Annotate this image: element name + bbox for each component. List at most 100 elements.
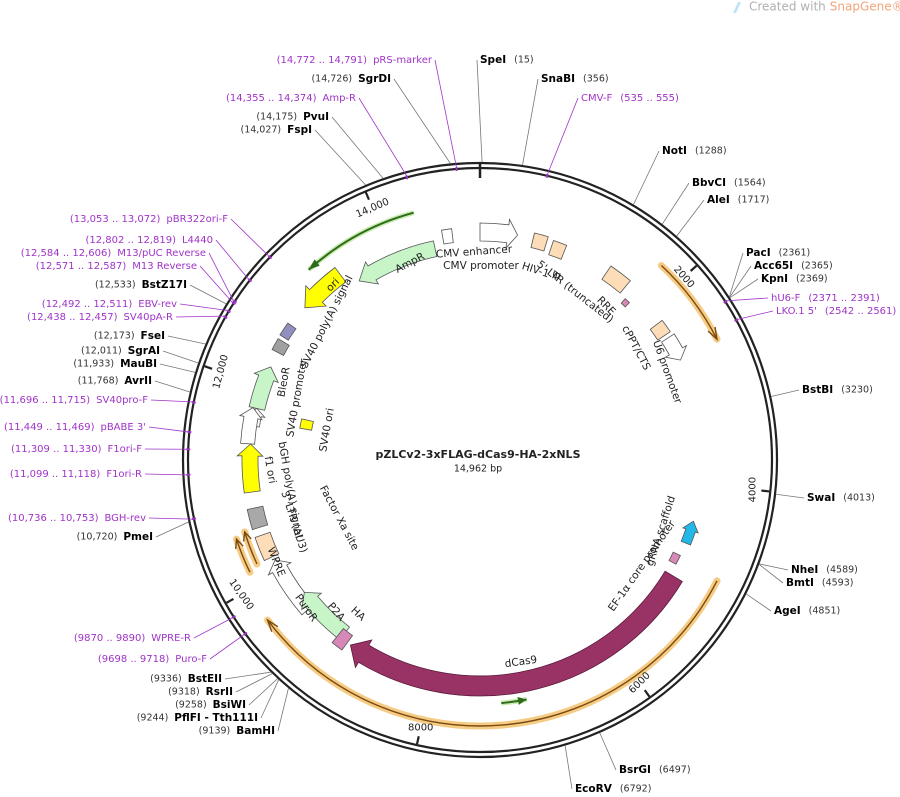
primer-name: Puro-F	[175, 654, 207, 665]
feature-arrow	[661, 333, 688, 361]
site-name: PacI	[746, 247, 771, 259]
leader-line	[729, 265, 752, 298]
primer-range: (9870 .. 9890)	[74, 633, 146, 644]
feature-label: f1 ori	[262, 455, 279, 484]
site-name: SwaI	[807, 492, 835, 504]
feature-box	[601, 265, 631, 294]
site-position: (12,533)	[95, 280, 136, 291]
primer-mark	[191, 517, 197, 521]
leader-line	[759, 563, 789, 571]
orf-line	[267, 580, 718, 727]
primer-mark	[545, 173, 549, 179]
feature-box	[331, 628, 354, 651]
primer-mark	[232, 299, 238, 304]
leader-line	[729, 278, 759, 299]
ruler-tick	[689, 264, 698, 272]
site-name: NotI	[662, 145, 687, 157]
feature-box	[299, 418, 314, 431]
feature-box	[441, 228, 454, 245]
feature-label: HA	[348, 604, 368, 624]
site-name: FspI	[287, 124, 312, 136]
leader-line	[564, 745, 573, 790]
site-position: (12,011)	[81, 346, 122, 357]
orf-line	[660, 264, 718, 340]
feature-box	[620, 298, 630, 308]
primer-name: M13/pUC Reverse	[117, 248, 206, 259]
site-name: MauBI	[120, 358, 157, 370]
logo-icon	[733, 2, 741, 13]
ruler-tick	[415, 736, 420, 745]
leader-line	[189, 284, 227, 305]
site-name: SgrDI	[358, 73, 391, 85]
feature-label: cPPT/CTS	[619, 324, 653, 373]
ruler-label: 4000	[747, 477, 758, 502]
site-position: (3230)	[841, 385, 873, 396]
site-position: (4589)	[826, 565, 858, 576]
leader-line	[771, 389, 800, 397]
primer-range: (11,449 .. 11,469)	[4, 422, 95, 433]
map-title: pZLCv2-3xFLAG-dCas9-HA-2xNLS	[375, 448, 580, 461]
feature-arrow	[680, 520, 699, 546]
site-name: PmeI	[123, 531, 153, 543]
ruler-tick	[643, 689, 651, 698]
site-name: BbvCI	[692, 177, 726, 189]
leader-line	[599, 732, 617, 771]
leader-line	[758, 564, 784, 584]
site-name: AvrII	[124, 375, 152, 387]
feature-label: CMV enhancer	[436, 243, 514, 260]
leader-line	[277, 688, 289, 732]
ruler-label: 6000	[627, 670, 653, 696]
ruler-label: 10,000	[226, 577, 255, 612]
leader-line	[148, 426, 188, 433]
primer-name: Amp-R	[323, 93, 357, 104]
leader-line	[199, 265, 233, 303]
leader-line	[775, 493, 805, 499]
site-position: (12,173)	[94, 331, 135, 342]
site-position: (9318)	[168, 687, 200, 698]
leader-line	[148, 517, 193, 520]
feature-box	[649, 319, 671, 341]
leader-line	[331, 116, 384, 179]
primer-mark	[191, 400, 196, 404]
feature-label: dCas9	[504, 654, 538, 670]
primer-range: (12,492 .. 12,511)	[42, 299, 133, 310]
primer-name: F1ori-R	[106, 469, 142, 480]
feature-box	[279, 322, 297, 341]
primer-name: F1ori-F	[108, 444, 143, 455]
primer-range: (12,584 .. 12,606)	[21, 248, 112, 259]
site-name: Acc65I	[754, 260, 793, 272]
site-position: (15)	[514, 55, 534, 66]
feature-box	[548, 239, 568, 260]
site-name: SnaBI	[541, 73, 575, 85]
site-name: KpnI	[761, 273, 788, 285]
primer-range: (2542 .. 2561)	[825, 306, 897, 317]
site-name: PvuI	[303, 111, 329, 123]
orf-line	[308, 211, 414, 271]
leader-line	[434, 59, 457, 168]
primer-mark	[226, 309, 231, 314]
primer-name: LKO.1 5'	[776, 306, 817, 317]
map-length: 14,962 bp	[454, 464, 502, 475]
primer-range: (13,053 .. 13,072)	[70, 214, 161, 225]
leader-line	[727, 297, 769, 302]
site-position: (11,768)	[78, 376, 119, 387]
site-name: EcoRV	[575, 783, 613, 795]
leader-line	[193, 617, 233, 639]
primer-range: (12,571 .. 12,587)	[36, 261, 127, 272]
feature-box	[530, 232, 549, 252]
site-name: AgeI	[774, 605, 801, 617]
primer-range: (12,802 .. 12,819)	[85, 235, 176, 246]
site-position: (2361)	[779, 248, 811, 259]
primer-mark	[734, 318, 739, 323]
site-position: (356)	[583, 74, 609, 85]
site-name: RsrII	[206, 686, 233, 698]
site-name: BstZ17I	[142, 279, 187, 291]
primer-mark	[405, 175, 409, 180]
site-position: (9244)	[137, 713, 169, 724]
site-name: BmtI	[786, 577, 814, 589]
site-position: (1717)	[738, 195, 770, 206]
site-name: SpeI	[480, 54, 506, 66]
primer-name: EBV-rev	[138, 299, 177, 310]
site-position: (4851)	[809, 606, 841, 617]
